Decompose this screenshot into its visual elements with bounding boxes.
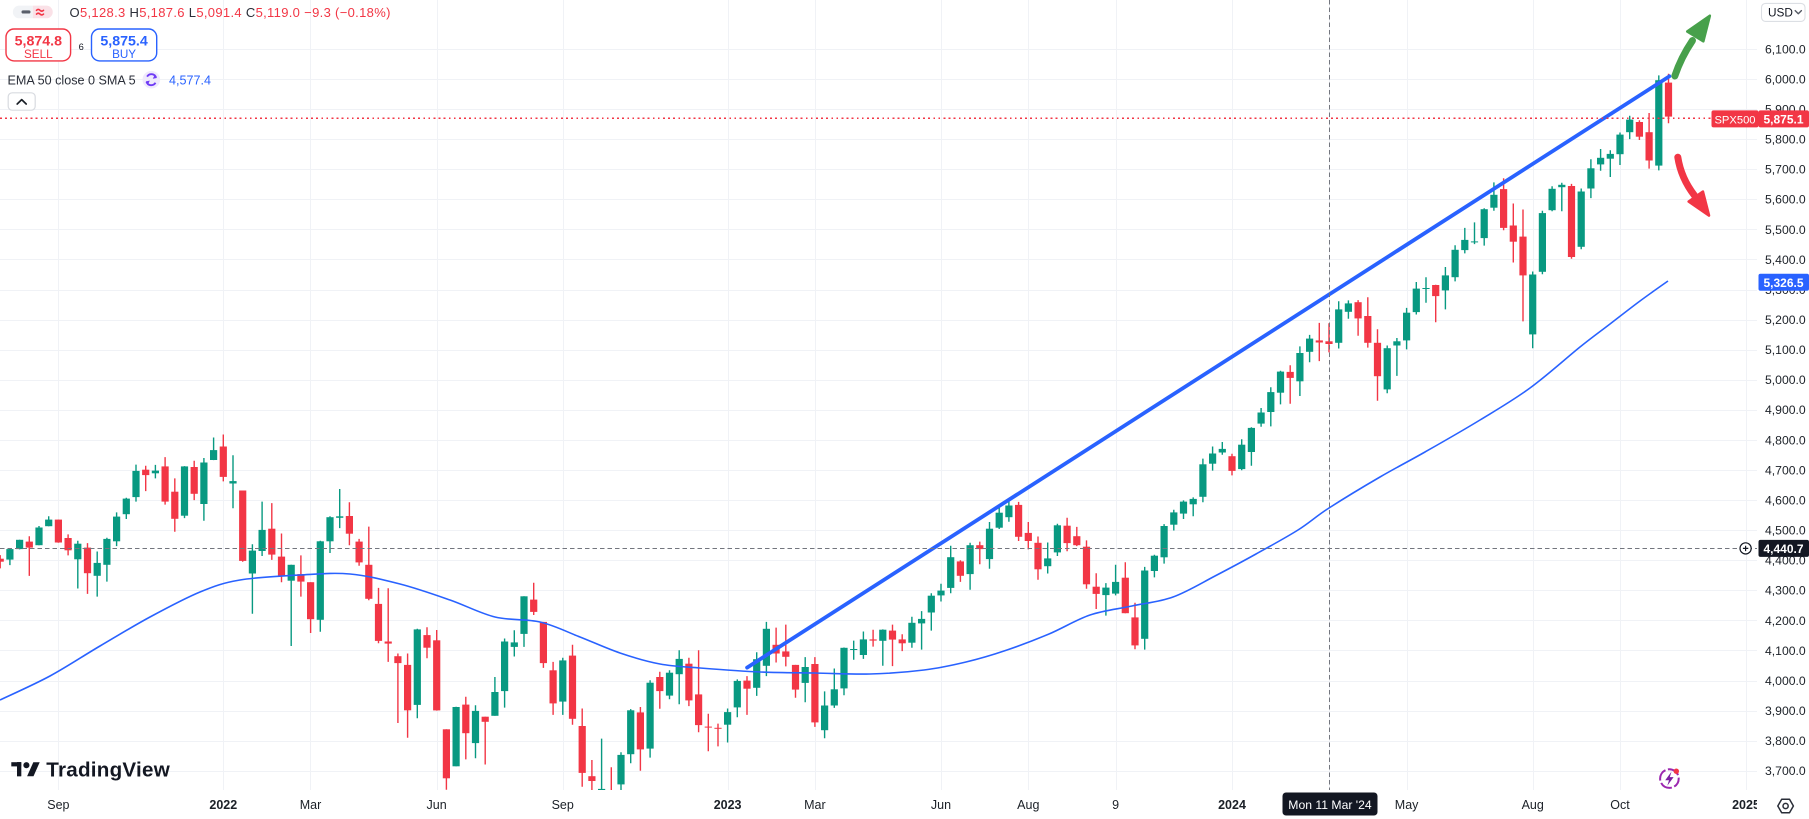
svg-text:6,100.0: 6,100.0 xyxy=(1765,42,1806,56)
svg-text:4,000.0: 4,000.0 xyxy=(1765,674,1806,688)
svg-text:SPX500: SPX500 xyxy=(1714,114,1755,126)
svg-text:4,900.0: 4,900.0 xyxy=(1765,403,1806,417)
svg-text:TradingView: TradingView xyxy=(46,759,170,782)
svg-text:6,000.0: 6,000.0 xyxy=(1765,72,1806,86)
svg-text:9: 9 xyxy=(1112,798,1119,812)
svg-text:Sep: Sep xyxy=(47,798,69,812)
svg-text:Mar: Mar xyxy=(804,798,826,812)
svg-text:5,500.0: 5,500.0 xyxy=(1765,223,1806,237)
svg-text:USD: USD xyxy=(1768,6,1793,20)
svg-text:May: May xyxy=(1395,798,1419,812)
svg-text:5,875.1: 5,875.1 xyxy=(1764,113,1804,127)
svg-text:3,800.0: 3,800.0 xyxy=(1765,734,1806,748)
svg-text:4,400.0: 4,400.0 xyxy=(1765,554,1806,568)
svg-text:4,577.4: 4,577.4 xyxy=(169,73,211,87)
svg-text:4,200.0: 4,200.0 xyxy=(1765,614,1806,628)
svg-text:4,800.0: 4,800.0 xyxy=(1765,433,1806,447)
svg-text:O5,128.3 H5,187.6 L5,091.4 C5,: O5,128.3 H5,187.6 L5,091.4 C5,119.0 −9.3… xyxy=(70,5,391,20)
svg-text:5,000.0: 5,000.0 xyxy=(1765,373,1806,387)
svg-text:5,800.0: 5,800.0 xyxy=(1765,133,1806,147)
svg-text:Jun: Jun xyxy=(931,798,951,812)
svg-text:4,600.0: 4,600.0 xyxy=(1765,494,1806,508)
svg-text:Aug: Aug xyxy=(1522,798,1544,812)
svg-text:Aug: Aug xyxy=(1017,798,1039,812)
svg-text:Mon 11 Mar '24: Mon 11 Mar '24 xyxy=(1288,798,1372,812)
svg-text:5,600.0: 5,600.0 xyxy=(1765,193,1806,207)
svg-text:3,700.0: 3,700.0 xyxy=(1765,764,1806,778)
svg-text:3,900.0: 3,900.0 xyxy=(1765,704,1806,718)
svg-text:5,875.4: 5,875.4 xyxy=(100,33,147,49)
svg-text:SELL: SELL xyxy=(24,48,53,61)
svg-text:5,100.0: 5,100.0 xyxy=(1765,343,1806,357)
svg-text:2022: 2022 xyxy=(209,798,237,812)
svg-text:Sep: Sep xyxy=(552,798,574,812)
svg-text:4,100.0: 4,100.0 xyxy=(1765,644,1806,658)
svg-text:4,440.7: 4,440.7 xyxy=(1764,542,1804,556)
svg-text:2024: 2024 xyxy=(1218,798,1246,812)
svg-text:2023: 2023 xyxy=(714,798,742,812)
svg-text:Jun: Jun xyxy=(427,798,447,812)
svg-text:Mar: Mar xyxy=(300,798,322,812)
svg-text:4,300.0: 4,300.0 xyxy=(1765,584,1806,598)
svg-text:5,874.8: 5,874.8 xyxy=(15,33,62,49)
svg-text:BUY: BUY xyxy=(112,48,136,61)
svg-text:4,500.0: 4,500.0 xyxy=(1765,524,1806,538)
svg-text:EMA 50 close 0 SMA 5: EMA 50 close 0 SMA 5 xyxy=(8,73,136,87)
svg-text:2025: 2025 xyxy=(1732,798,1760,812)
svg-text:5,700.0: 5,700.0 xyxy=(1765,163,1806,177)
svg-text:Oct: Oct xyxy=(1610,798,1630,812)
svg-text:5,326.5: 5,326.5 xyxy=(1764,276,1804,290)
svg-text:6: 6 xyxy=(79,42,84,52)
svg-text:4,700.0: 4,700.0 xyxy=(1765,463,1806,477)
svg-text:5,400.0: 5,400.0 xyxy=(1765,253,1806,267)
svg-text:5,200.0: 5,200.0 xyxy=(1765,313,1806,327)
